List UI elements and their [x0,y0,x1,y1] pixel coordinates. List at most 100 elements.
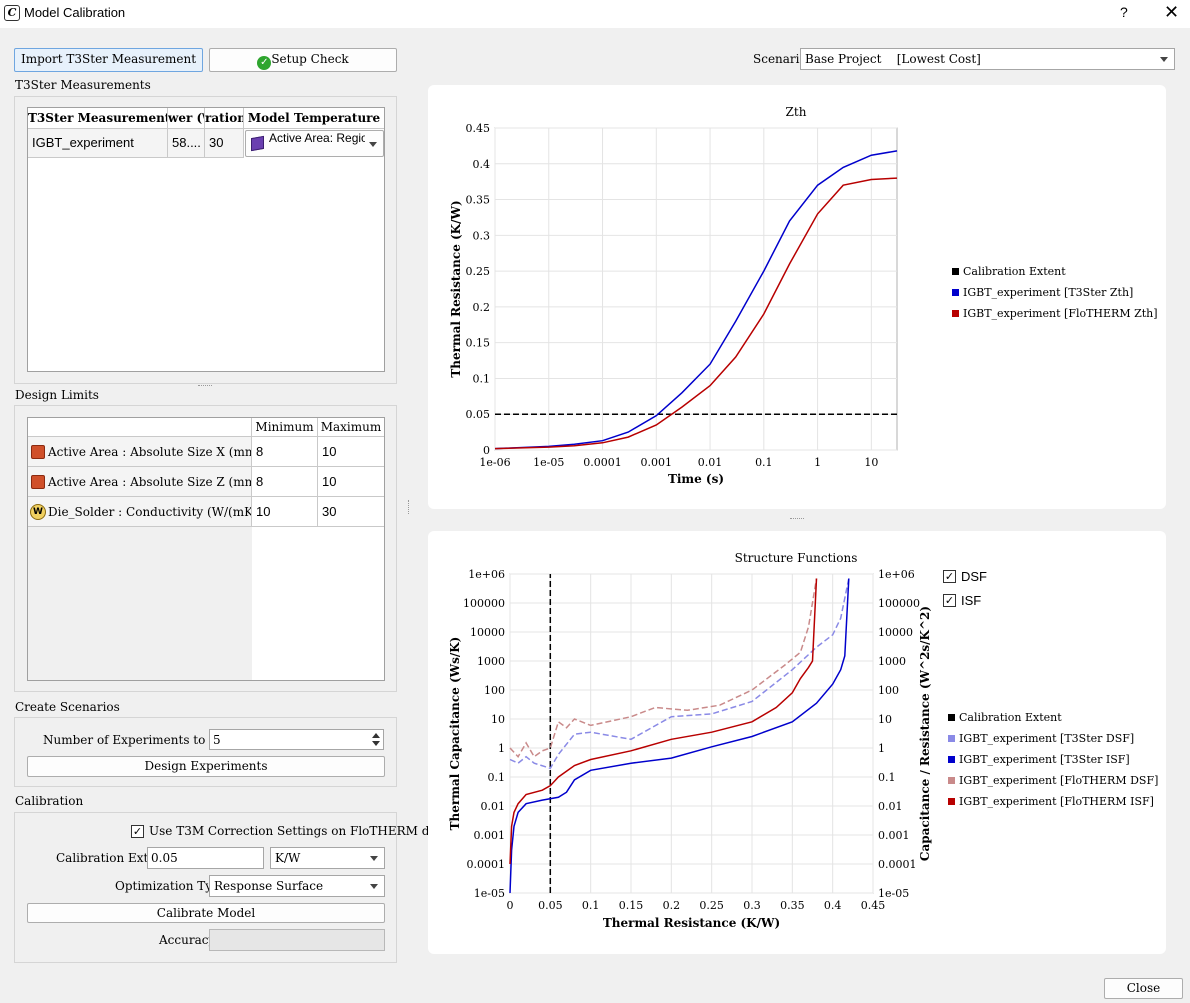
x-axis-label: Time (s) [668,472,724,486]
title-bar [0,0,1190,28]
window-close-button[interactable]: ✕ [1164,2,1180,22]
x-tick-label: 10 [864,456,878,469]
setup-check-label: Setup Check [271,52,349,66]
legend-entry-3: IGBT_experiment [FloTHERM DSF] [959,774,1158,787]
legend-entry-0: Calibration Extent [963,265,1066,278]
y-tick-label: 0.1 [473,372,491,385]
num-experiments-label: Number of Experiments to Design [43,733,252,747]
dsf-checkbox-label: DSF [961,569,987,584]
design-limit-row-conductivity[interactable]: Die_Solder : Conductivity (W/(mK)) [28,497,252,527]
chart-title: Zth [786,105,807,119]
t3ster-row-duration[interactable]: 30 [205,129,244,158]
y-tick-label: 0.05 [466,408,491,421]
x-tick-label: 0.05 [538,899,563,912]
dsf-checkbox[interactable]: ✓ [943,570,956,583]
y-tick-label: 0.35 [466,194,491,207]
y2-tick-label: 0.1 [878,771,896,784]
model-temperature-dropdown[interactable]: Active Area: Region [245,130,384,157]
accuracy-field [209,929,385,951]
spin-down-icon[interactable] [372,741,380,746]
t3ster-row-name[interactable]: IGBT_experiment [28,129,168,158]
calibration-extent-input[interactable]: 0.05 [147,847,264,869]
design-limit-max-conductivity[interactable]: 30 [318,497,384,527]
y2-tick-label: 0.01 [878,800,903,813]
y-tick-label: 0.45 [466,122,491,135]
model-temperature-value: Active Area: Region [269,131,365,145]
x-tick-label: 0.45 [861,899,886,912]
series-line-3 [509,578,818,758]
chart-title: Structure Functions [735,551,858,565]
design-limit-min-conductivity[interactable]: 10 [252,497,318,527]
num-experiments-spinbox[interactable]: 5 [209,729,384,750]
design-limit-row-size-z[interactable]: Active Area : Absolute Size Z (mm) [28,467,252,497]
horizontal-splitter-handle[interactable] [790,518,804,520]
y2-tick-label: 100 [878,684,899,697]
y-axis-label: Thermal Resistance (K/W) [449,200,463,377]
legend-entry-0: Calibration Extent [959,711,1062,724]
import-t3ster-button[interactable]: Import T3Ster Measurement [14,48,203,72]
optimization-type-dropdown[interactable]: Response Surface [209,875,385,897]
y-tick-label: 0.3 [473,229,491,242]
design-limit-row-size-x[interactable]: Active Area : Absolute Size X (mm) [28,437,252,467]
spin-up-icon[interactable] [372,733,380,738]
col-header-maximum[interactable]: Maximum [318,418,384,437]
col-header-model-temperature[interactable]: Model Temperature [244,108,384,129]
y2-tick-label: 1 [878,742,885,755]
y2-tick-label: 0.001 [878,829,910,842]
legend-swatch-2 [952,310,959,317]
design-limit-min-size-x[interactable]: 8 [252,437,318,467]
y-tick-label: 100 [484,684,505,697]
y2-tick-label: 1000 [878,655,906,668]
x-tick-label: 0.01 [698,456,723,469]
x-tick-label: 1e-05 [533,456,564,469]
plot-area [509,573,874,894]
col-header-minimum[interactable]: Minimum [252,418,318,437]
x-tick-label: 0.1 [582,899,600,912]
design-limit-max-size-z[interactable]: 10 [318,467,384,497]
design-experiments-button[interactable]: Design Experiments [27,756,385,777]
check-icon: ✓ [257,56,272,70]
y-tick-label: 100000 [463,597,505,610]
x-tick-label: 0.1 [755,456,773,469]
vertical-splitter-handle[interactable] [408,500,410,514]
help-button[interactable]: ? [1120,4,1128,20]
calibration-extent-unit-dropdown[interactable]: K/W [270,847,385,869]
y-tick-label: 1e+06 [468,568,505,581]
col-header-power[interactable]: wer (\ [168,108,205,129]
accuracy-label: Accuracy [159,933,216,947]
y2-tick-label: 1e-05 [878,887,909,900]
design-limits-section-label: Design Limits [15,388,99,402]
t3ster-table: T3Ster Measurement wer (\ ration Model T… [27,107,385,372]
design-limit-max-size-x[interactable]: 10 [318,437,384,467]
scenario-dropdown[interactable]: Base Project [Lowest Cost] [800,48,1175,70]
legend-entry-1: IGBT_experiment [T3Ster DSF] [959,732,1134,745]
zth-chart[interactable]: 1e-06 1e-05 0.0001 0.001 0.01 0.1 1 10 0 0.05 0.1 0… [428,85,1166,509]
material-icon: W [30,504,46,520]
y2-tick-label: 10000 [878,626,913,639]
y-tick-label: 1 [498,742,505,755]
col-header-duration[interactable]: ration [205,108,244,129]
legend-entry-2: IGBT_experiment [T3Ster ISF] [959,753,1130,766]
design-limit-min-size-z[interactable]: 8 [252,467,318,497]
x-tick-label: 0.25 [699,899,724,912]
x-tick-label: 0.15 [619,899,644,912]
scenario-value: Base Project [Lowest Cost] [805,52,981,66]
col-header-measurement[interactable]: T3Ster Measurement [28,108,168,129]
setup-check-button[interactable]: ✓ Setup Check [209,48,397,72]
y2-axis-label: Capacitance / Resistance (W^2s/K^2) [918,606,932,861]
structure-functions-panel: 0 0.05 0.1 0.15 0.2 0.25 0.3 0.35 0.4 0.45 1e-05 1e… [428,531,1166,954]
y-tick-label: 10000 [470,626,505,639]
cube-icon [31,445,45,459]
t3m-correction-checkbox[interactable]: ✓ [131,825,144,838]
y-tick-label: 1e-05 [474,887,505,900]
chevron-down-icon [370,884,378,889]
calibrate-model-button[interactable]: Calibrate Model [27,903,385,923]
close-button[interactable]: Close [1104,978,1183,999]
legend-swatch-0 [948,714,955,721]
y-tick-label: 10 [491,713,505,726]
table-splitter-handle[interactable] [198,385,212,387]
t3ster-row-power[interactable]: 58.... [168,129,205,158]
isf-checkbox[interactable]: ✓ [943,594,956,607]
series-line-4 [509,578,818,865]
